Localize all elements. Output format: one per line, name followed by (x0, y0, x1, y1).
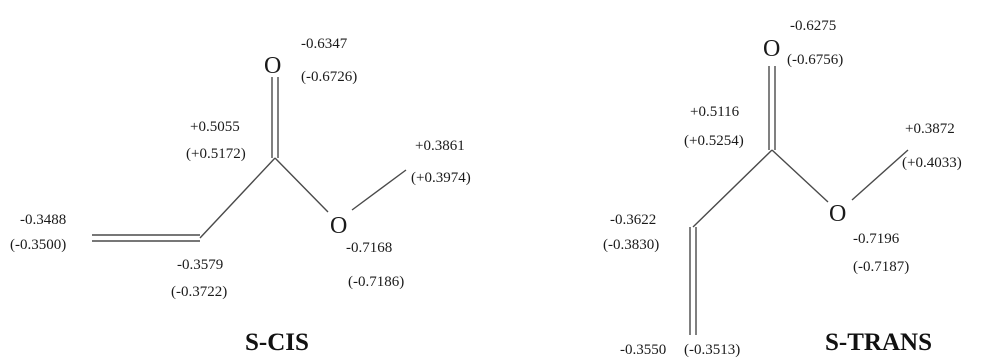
cis-alpha-carbon-charge-alt: (-0.3722) (171, 284, 227, 300)
trans-ether-oxygen-charge-alt: (-0.7187) (853, 259, 909, 275)
cis-methyl-charge: +0.3861 (415, 138, 465, 154)
trans-alpha-carbon-charge-alt: (-0.3830) (603, 237, 659, 253)
trans-terminal-carbon-charge: -0.3550 (620, 342, 666, 358)
cis-terminal-carbon-charge-alt: (-0.3500) (10, 237, 66, 253)
trans-methyl-charge-alt: (+0.4033) (902, 155, 962, 171)
trans-alpha-carbonyl-bond (692, 149, 773, 228)
trans-carbonyl-ether-bond (771, 149, 829, 203)
trans-carbonyl-oxygen-charge-alt: (-0.6756) (787, 52, 843, 68)
cis-alpha-carbon-charge: -0.3579 (177, 257, 223, 273)
trans-ether-methyl-bond (851, 149, 909, 201)
trans-carbonyl-oxygen-atom: O (763, 36, 780, 62)
cis-ether-methyl-bond (351, 169, 407, 211)
trans-ether-oxygen-charge: -0.7196 (853, 231, 900, 247)
s-cis-structure: O O -0.6347 (-0.6726) +0.5055 (+0.5172) … (10, 36, 471, 356)
trans-ether-oxygen-atom: O (829, 201, 846, 227)
cis-alpha-carbonyl-bond (199, 157, 276, 239)
trans-carbonyl-carbon-charge-alt: (+0.5254) (684, 133, 744, 149)
s-trans-caption: S-TRANS (825, 329, 932, 356)
trans-carbonyl-oxygen-charge: -0.6275 (790, 18, 836, 34)
cis-terminal-carbon-charge: -0.3488 (20, 212, 66, 228)
cis-carbonyl-oxygen-charge: -0.6347 (301, 36, 348, 52)
s-trans-structure: O O -0.6275 (-0.6756) +0.5116 (+0.5254) … (603, 18, 962, 358)
cis-methyl-charge-alt: (+0.3974) (411, 170, 471, 186)
s-cis-caption: S-CIS (245, 329, 309, 356)
trans-alpha-carbon-charge: -0.3622 (610, 212, 656, 228)
cis-carbonyl-carbon-charge-alt: (+0.5172) (186, 146, 246, 162)
cis-carbonyl-oxygen-charge-alt: (-0.6726) (301, 69, 357, 85)
cis-ether-oxygen-charge: -0.7168 (346, 240, 392, 256)
cis-ether-oxygen-atom: O (330, 213, 347, 239)
cis-carbonyl-oxygen-atom: O (264, 53, 281, 79)
trans-terminal-carbon-charge-alt: (-0.3513) (684, 342, 740, 358)
cis-carbonyl-ether-bond (274, 157, 329, 213)
trans-methyl-charge: +0.3872 (905, 121, 955, 137)
cis-carbonyl-carbon-charge: +0.5055 (190, 119, 240, 135)
trans-carbonyl-carbon-charge: +0.5116 (690, 104, 740, 120)
cis-ether-oxygen-charge-alt: (-0.7186) (348, 274, 404, 290)
